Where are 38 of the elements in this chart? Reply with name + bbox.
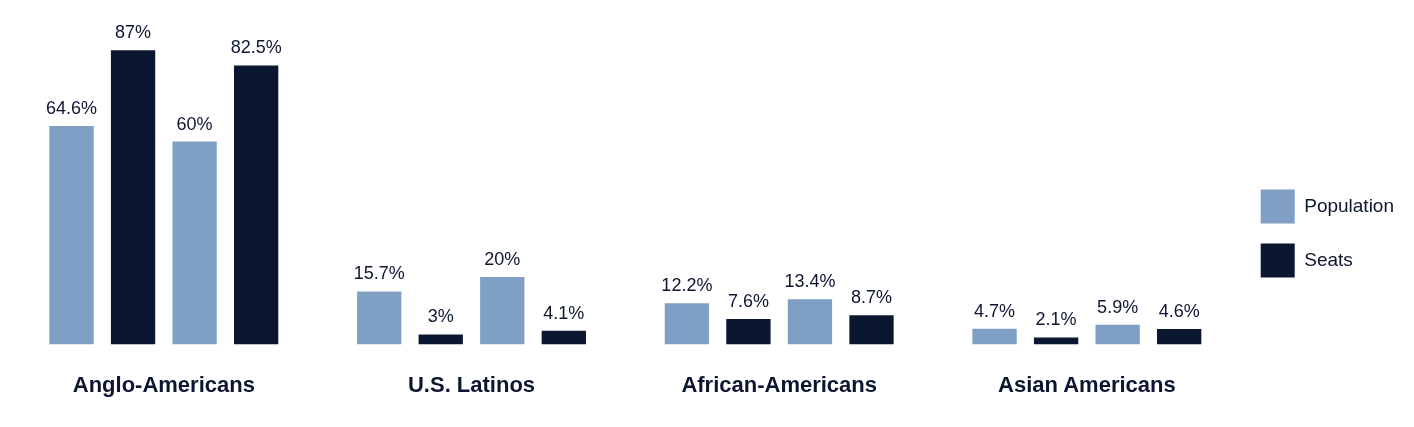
legend-label: Seats: [1304, 248, 1353, 270]
data-label: 13.4%: [784, 271, 836, 292]
bar: [233, 65, 279, 345]
bar: [787, 299, 833, 345]
data-label: 8.7%: [850, 287, 893, 308]
data-label: 7.6%: [727, 290, 769, 311]
x-tick-label: African-Americans: [681, 371, 878, 397]
data-label: 20%: [484, 248, 521, 269]
data-label: 4.1%: [543, 302, 585, 323]
data-label: 64.6%: [46, 97, 98, 118]
bar: [110, 50, 156, 345]
bar: [172, 141, 217, 345]
bar: [357, 291, 402, 345]
x-tick-label: Anglo-Americans: [72, 371, 255, 397]
data-label: 15.7%: [353, 263, 405, 284]
data-label: 4.6%: [1158, 301, 1200, 321]
data-label: 12.2%: [661, 275, 713, 296]
bar: [49, 125, 94, 345]
bar: [1095, 324, 1140, 345]
bar: [418, 334, 463, 345]
legend-label: Population: [1304, 194, 1394, 216]
bar: [480, 276, 525, 345]
bar: [1157, 329, 1202, 345]
bar: [726, 318, 771, 345]
bar: [849, 315, 894, 345]
bar: [664, 303, 710, 345]
bar: [1033, 337, 1079, 345]
bar: [972, 328, 1017, 345]
data-label: 87%: [115, 22, 152, 43]
x-tick-label: U.S. Latinos: [407, 371, 536, 397]
data-label: 60%: [176, 113, 213, 134]
data-label: 5.9%: [1097, 296, 1139, 317]
bar: [541, 330, 586, 345]
x-tick-label: Asian Americans: [998, 371, 1176, 397]
data-label: 4.7%: [974, 300, 1016, 321]
data-label: 3%: [427, 306, 454, 327]
data-label: 82.5%: [230, 37, 282, 58]
data-label: 2.1%: [1035, 309, 1077, 330]
